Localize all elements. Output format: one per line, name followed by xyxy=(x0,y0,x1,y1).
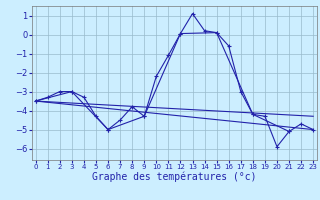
X-axis label: Graphe des températures (°c): Graphe des températures (°c) xyxy=(92,172,257,182)
